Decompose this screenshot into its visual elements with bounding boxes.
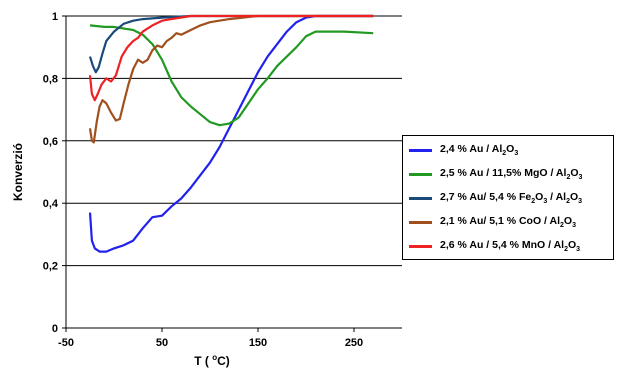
x-axis-label: T ( oC) <box>194 353 230 368</box>
series-group <box>88 14 374 253</box>
y-tick-label: 0 <box>52 323 58 335</box>
y-axis-label: Konverzió <box>11 143 25 201</box>
legend-swatch <box>409 148 432 152</box>
legend-label: 2,1 % Au/ 5,1 % CoO / Al2O3 <box>440 214 576 230</box>
x-tick-label: -50 <box>58 337 74 349</box>
series-line-3 <box>88 14 374 74</box>
y-tick-label: 1 <box>52 11 58 23</box>
legend: 2,4 % Au / Al2O3 2,5 % Au / 11,5% MgO / A… <box>402 135 614 260</box>
legend-item-3: 2,7 % Au/ 5,4 % Fe2O3 / Al2O3 <box>409 190 582 206</box>
legend-item-5: 2,6 % Au / 5,4 % MnO / Al2O3 <box>409 238 580 254</box>
tick-labels: 0 0,2 0,4 0,6 0,8 1 -50 50 150 250 <box>43 11 363 349</box>
y-tick-label: 0,2 <box>43 261 58 273</box>
legend-label: 2,4 % Au / Al2O3 <box>440 142 519 158</box>
series-line-1 <box>88 14 374 253</box>
series-line-5 <box>88 14 374 102</box>
y-tick-label: 0,8 <box>43 73 58 85</box>
x-tick-label: 50 <box>156 337 168 349</box>
legend-swatch <box>409 172 432 176</box>
legend-swatch <box>409 196 432 200</box>
legend-label: 2,5 % Au / 11,5% MgO / Al2O3 <box>440 166 583 182</box>
legend-label: 2,7 % Au/ 5,4 % Fe2O3 / Al2O3 <box>440 190 583 206</box>
x-tick-label: 250 <box>345 337 363 349</box>
x-tick-label: 150 <box>249 337 267 349</box>
legend-item-4: 2,1 % Au/ 5,1 % CoO / Al2O3 <box>409 214 576 230</box>
legend-item-1: 2,4 % Au / Al2O3 <box>409 142 518 158</box>
legend-label: 2,6 % Au / 5,4 % MnO / Al2O3 <box>440 238 581 254</box>
series-line-4 <box>88 14 374 144</box>
y-tick-label: 0,6 <box>43 136 58 148</box>
legend-item-2: 2,5 % Au / 11,5% MgO / Al2O3 <box>409 166 582 182</box>
series-line-2 <box>89 24 374 127</box>
legend-swatch <box>409 220 432 224</box>
y-tick-label: 0,4 <box>43 198 59 210</box>
legend-swatch <box>409 244 432 248</box>
axes <box>62 15 402 332</box>
gridlines <box>66 15 402 267</box>
